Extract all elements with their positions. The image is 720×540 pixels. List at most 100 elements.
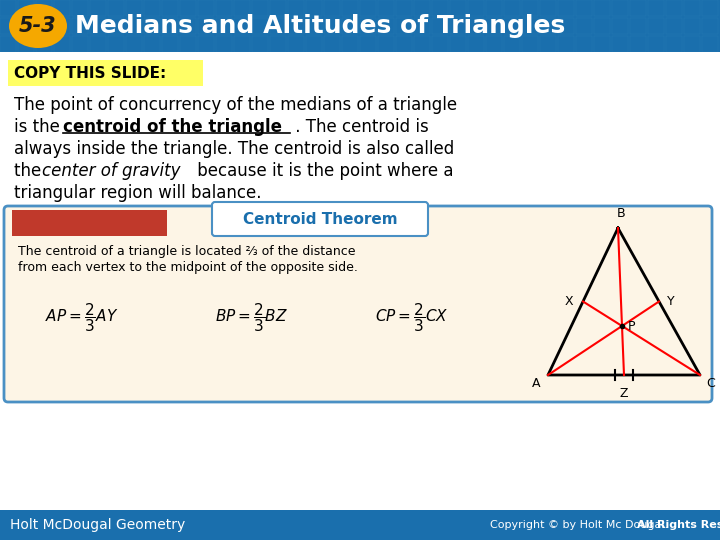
Bar	[18, 0, 34, 16]
Bar	[288, 0, 304, 16]
Text: C: C	[706, 377, 715, 390]
Bar	[630, 18, 646, 34]
Text: Y: Y	[667, 295, 675, 308]
Bar	[504, 18, 520, 34]
Bar	[468, 18, 484, 34]
Bar	[306, 36, 322, 52]
Bar	[450, 18, 466, 34]
Bar	[0, 510, 720, 540]
Bar	[702, 18, 718, 34]
Text: Z: Z	[620, 387, 629, 400]
FancyBboxPatch shape	[4, 206, 712, 402]
Bar	[558, 0, 574, 16]
Bar	[414, 0, 430, 16]
Bar	[558, 18, 574, 34]
Bar	[648, 0, 664, 16]
Bar	[36, 18, 52, 34]
Bar	[684, 0, 700, 16]
Text: $AP = \dfrac{2}{3}AY$: $AP = \dfrac{2}{3}AY$	[45, 302, 119, 334]
Text: the: the	[14, 162, 47, 180]
Bar	[36, 0, 52, 16]
Text: Medians and Altitudes of Triangles: Medians and Altitudes of Triangles	[75, 14, 565, 38]
Bar	[72, 18, 88, 34]
Bar	[342, 18, 358, 34]
Text: triangular region will balance.: triangular region will balance.	[14, 184, 261, 202]
Bar	[702, 0, 718, 16]
Text: center of gravity: center of gravity	[42, 162, 181, 180]
Bar	[396, 36, 412, 52]
Bar	[144, 0, 160, 16]
Bar	[162, 18, 178, 34]
Bar	[360, 36, 376, 52]
FancyBboxPatch shape	[212, 202, 428, 236]
Bar	[126, 18, 142, 34]
Bar	[216, 18, 232, 34]
Bar	[324, 36, 340, 52]
Text: $CP = \dfrac{2}{3}CX$: $CP = \dfrac{2}{3}CX$	[375, 302, 449, 334]
Bar	[72, 0, 88, 16]
Bar	[0, 0, 16, 16]
Bar	[270, 36, 286, 52]
Bar	[252, 36, 268, 52]
Bar	[252, 18, 268, 34]
Bar	[144, 18, 160, 34]
Bar	[378, 36, 394, 52]
Bar	[576, 0, 592, 16]
Bar	[36, 36, 52, 52]
Bar	[90, 0, 106, 16]
Text: P: P	[628, 320, 636, 333]
Bar	[108, 0, 124, 16]
Bar	[576, 18, 592, 34]
Bar	[342, 0, 358, 16]
Text: X: X	[564, 295, 573, 308]
Text: because it is the point where a: because it is the point where a	[192, 162, 454, 180]
Bar	[270, 18, 286, 34]
Text: Centroid Theorem: Centroid Theorem	[243, 212, 397, 226]
Bar	[522, 18, 538, 34]
Bar	[666, 18, 682, 34]
Bar	[414, 36, 430, 52]
Bar	[306, 0, 322, 16]
Bar	[432, 36, 448, 52]
Bar	[504, 36, 520, 52]
Bar	[126, 36, 142, 52]
Bar	[288, 18, 304, 34]
Bar	[540, 0, 556, 16]
Text: . The centroid is: . The centroid is	[290, 118, 428, 136]
Bar	[486, 36, 502, 52]
Bar	[558, 36, 574, 52]
Bar	[270, 0, 286, 16]
Bar	[180, 0, 196, 16]
Bar	[540, 18, 556, 34]
Bar	[378, 0, 394, 16]
Bar	[18, 18, 34, 34]
Bar	[630, 36, 646, 52]
Bar	[450, 0, 466, 16]
Bar	[234, 0, 250, 16]
Bar	[234, 18, 250, 34]
Bar	[198, 36, 214, 52]
Bar	[468, 36, 484, 52]
Text: centroid of the triangle: centroid of the triangle	[63, 118, 282, 136]
Bar	[648, 36, 664, 52]
Bar	[468, 0, 484, 16]
Bar	[666, 36, 682, 52]
Bar	[0, 36, 16, 52]
Bar	[666, 0, 682, 16]
Bar	[306, 18, 322, 34]
Bar	[540, 36, 556, 52]
Bar	[594, 0, 610, 16]
Bar	[432, 18, 448, 34]
Bar	[522, 36, 538, 52]
Bar	[216, 36, 232, 52]
Bar	[486, 18, 502, 34]
Bar	[684, 36, 700, 52]
Bar	[576, 36, 592, 52]
Bar	[162, 0, 178, 16]
Text: 5-3: 5-3	[19, 16, 57, 36]
Bar	[180, 18, 196, 34]
Text: A: A	[531, 377, 540, 390]
Bar	[396, 18, 412, 34]
Bar	[90, 36, 106, 52]
Bar	[396, 0, 412, 16]
